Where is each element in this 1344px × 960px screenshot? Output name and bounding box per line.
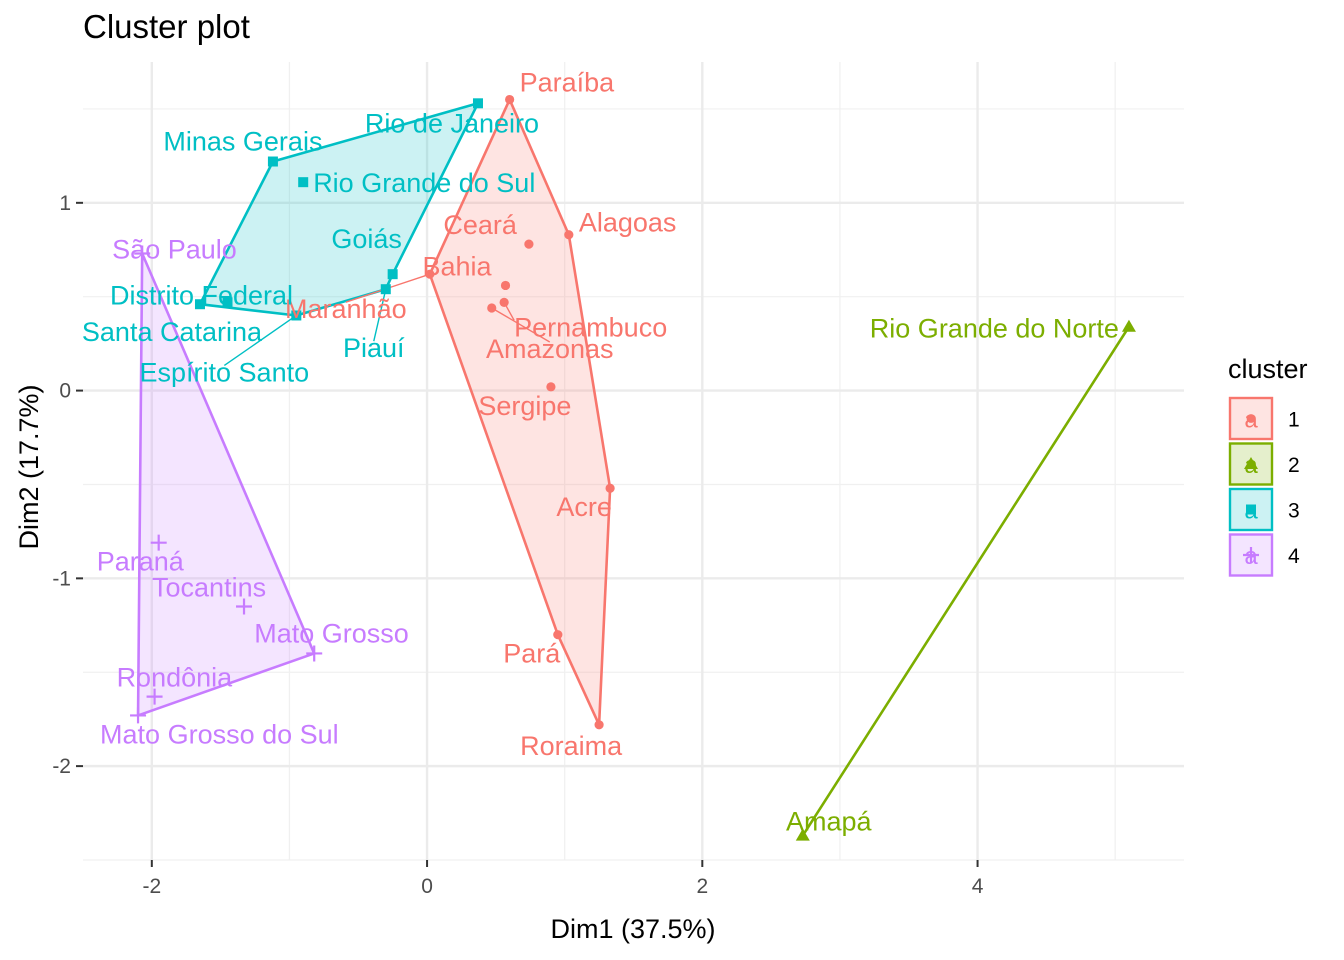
legend-marker: [1243, 547, 1259, 563]
point-label: Distrito Federal: [110, 280, 293, 310]
point-marker-cluster-1: [499, 297, 509, 307]
legend-glyph: a: [1244, 407, 1258, 434]
point-marker-cluster-3: [194, 299, 205, 310]
x-tick-label: 0: [421, 875, 433, 898]
point-marker-cluster-1: [564, 230, 574, 240]
point-label: Mato Grosso do Sul: [100, 719, 339, 749]
grid: [83, 62, 1184, 861]
legend-glyph: a: [1244, 498, 1258, 525]
cluster-hull-2: [801, 325, 1131, 837]
point-marker-cluster-3: [380, 284, 391, 295]
legend-glyph: a: [1244, 543, 1258, 570]
point-marker-cluster-3: [298, 177, 309, 188]
legend-key: [1228, 487, 1274, 532]
cluster-hull-4: [136, 252, 316, 717]
point-label: Rio Grande do Sul: [313, 168, 535, 198]
point-marker-cluster-1: [594, 720, 604, 730]
data-points: [130, 94, 1136, 841]
x-tick-label: -2: [142, 875, 161, 898]
point-label: Mato Grosso: [254, 618, 409, 648]
point-label: Santa Catarina: [82, 317, 263, 347]
x-tick-label: 2: [696, 875, 708, 898]
point-marker-cluster-4: [236, 598, 253, 615]
label-leader-line: [373, 289, 387, 342]
y-tick-label: -1: [52, 567, 71, 590]
legend-marker: [1244, 457, 1258, 469]
point-marker-cluster-3: [472, 98, 483, 109]
legend-label: 3: [1288, 500, 1300, 523]
point-marker-cluster-1: [553, 630, 563, 640]
point-label: Pernambuco: [514, 312, 667, 342]
point-label: Alagoas: [579, 208, 677, 238]
point-label: Tocantins: [152, 573, 266, 603]
point-marker-cluster-4: [134, 245, 151, 262]
point-label: Bahia: [422, 251, 492, 281]
legend-key: [1228, 396, 1274, 441]
point-label: Amazonas: [486, 334, 614, 364]
point-label: Paraíba: [520, 68, 616, 98]
point-label: Piauí: [343, 333, 405, 363]
point-marker-cluster-2: [795, 828, 810, 841]
legend-label: 4: [1288, 545, 1300, 568]
cluster-hulls: [136, 98, 1131, 837]
legend-title: cluster: [1228, 354, 1308, 384]
legend-marker: [1246, 414, 1256, 423]
legend-label: 2: [1288, 454, 1300, 477]
point-label: Roraima: [520, 731, 623, 761]
point-marker-cluster-1: [546, 382, 556, 392]
point-label: Amapá: [786, 807, 873, 837]
y-tick-label: -2: [52, 755, 71, 778]
point-marker-cluster-1: [500, 280, 511, 291]
point-marker-cluster-3: [267, 156, 278, 167]
axes: -2 0 2 4 -2 -1 0 1: [52, 192, 983, 898]
point-label: Maranhão: [285, 294, 407, 324]
point-label: Acre: [556, 492, 612, 522]
x-tick-label: 4: [972, 875, 984, 898]
legend-label: 1: [1288, 409, 1300, 432]
y-axis-title: Dim2 (17.7%): [14, 384, 44, 549]
point-label: Paraná: [97, 547, 185, 577]
point-marker-cluster-4: [306, 645, 323, 662]
legend: cluster a 1a 2a 3a 4: [1228, 354, 1308, 577]
point-marker-cluster-1: [425, 269, 435, 279]
point-marker-cluster-1: [505, 94, 515, 105]
point-marker-cluster-1: [487, 303, 497, 313]
point-marker-cluster-4: [130, 707, 147, 724]
point-label: Goiás: [331, 224, 402, 254]
point-marker-cluster-3: [222, 297, 233, 308]
y-tick-label: 1: [59, 192, 71, 215]
point-marker-cluster-4: [150, 534, 167, 551]
point-label: Ceará: [443, 210, 518, 240]
chart-title: Cluster plot: [83, 8, 250, 45]
point-label: Rio de Janeiro: [365, 108, 539, 138]
point-label: São Paulo: [112, 235, 237, 265]
point-label: Sergipe: [478, 391, 571, 421]
point-label: Pará: [503, 639, 561, 669]
point-marker-cluster-1: [605, 483, 615, 493]
y-tick-label: 0: [59, 380, 71, 403]
point-label: Rio Grande do Norte: [870, 314, 1119, 344]
point-marker-cluster-2: [1121, 319, 1136, 332]
legend-marker: [1246, 504, 1256, 515]
point-marker-cluster-4: [146, 688, 163, 705]
x-axis-title: Dim1 (37.5%): [550, 914, 715, 944]
point-marker-cluster-3: [387, 269, 398, 280]
point-marker-cluster-1: [524, 239, 534, 249]
legend-glyph: a: [1244, 452, 1258, 479]
label-leader-line: [223, 314, 297, 367]
point-label: Rondônia: [117, 663, 234, 693]
point-labels: Paraíba Alagoas Ceará Bahia Maranhão Pernambu…: [82, 68, 1119, 837]
label-leader-line: [491, 307, 551, 343]
point-label: Espírito Santo: [140, 357, 310, 387]
point-label: Minas Gerais: [163, 127, 322, 157]
point-marker-cluster-3: [291, 310, 302, 321]
